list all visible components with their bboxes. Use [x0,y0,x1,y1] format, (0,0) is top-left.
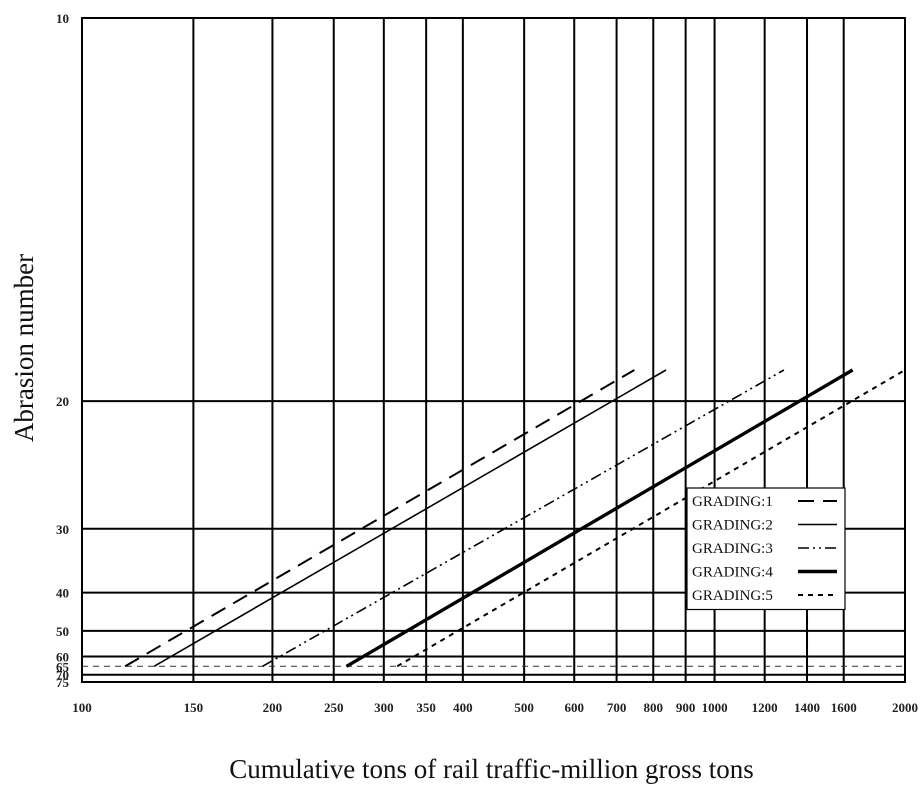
series-layer [124,368,906,668]
legend-label-grading-5: GRADING:5 [692,588,773,604]
x-tick-label: 1200 [752,700,778,715]
y-tick-label: 30 [56,522,69,537]
series-line-grading-4 [345,368,854,668]
x-tick-label: 800 [644,700,664,715]
x-tick-label: 600 [564,700,584,715]
series-line-grading-3 [262,369,785,667]
x-tick-label: 100 [72,700,92,715]
x-tick-label: 150 [184,700,204,715]
y-tick-label: 65 [56,659,70,674]
y-tick-label: 40 [56,586,69,601]
series-line-grading-2 [153,369,667,667]
legend-box [686,487,846,611]
x-tick-label: 1400 [794,700,820,715]
legend-label-grading-1: GRADING:1 [692,494,773,510]
x-tick-label: 250 [324,700,344,715]
series-line-grading-5 [396,369,906,668]
y-tick-label: 70 [56,668,69,683]
y-tick-label: 10 [56,11,69,26]
legend-label-grading-3: GRADING:3 [692,541,773,557]
series-line-grading-1 [124,369,635,668]
x-tick-label: 900 [676,700,696,715]
x-tick-label: 400 [453,700,473,715]
x-axis-title: Cumulative tons of rail traffic-million … [229,754,753,784]
y-tick-label: 75 [56,675,70,690]
legend-label-grading-2: GRADING:2 [692,518,773,534]
legend-label-grading-4: GRADING:4 [692,565,773,581]
x-tick-label: 2000 [892,700,918,715]
y-tick-label: 60 [56,649,69,664]
x-tick-label: 300 [374,700,394,715]
y-axis-title: Abrasion number [9,254,39,442]
x-tick-label: 500 [514,700,534,715]
x-tick-label: 1600 [831,700,857,715]
x-tick-labels: 100 150 200 250 300 350 400 500 600 700 800 900 1000… [72,700,918,715]
plot-border [81,17,906,683]
y-tick-label: 50 [56,624,69,639]
legend: GRADING:1 GRADING:2 GRADING:3 GRADING:4 GRAD… [686,487,846,611]
x-tick-label: 700 [607,700,627,715]
x-tick-label: 200 [263,700,283,715]
x-tick-label: 1000 [702,700,728,715]
y-tick-label: 20 [56,394,69,409]
x-tick-label: 350 [416,700,436,715]
